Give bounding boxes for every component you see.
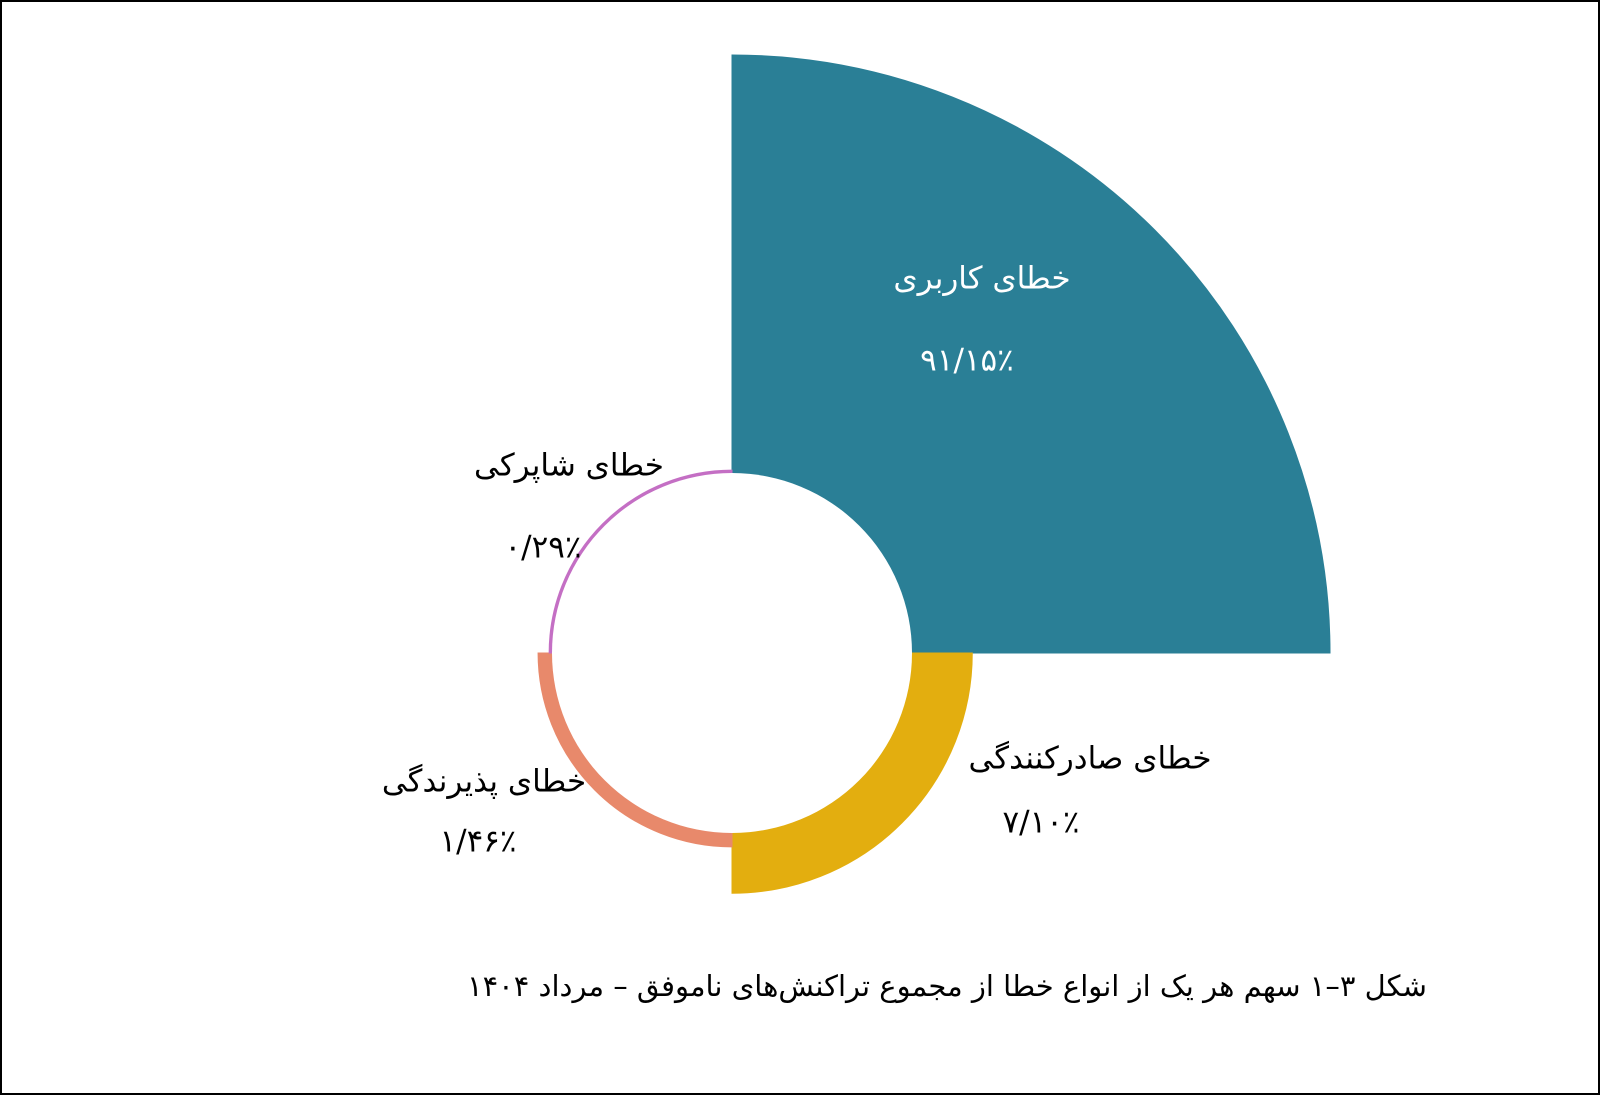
value-label: ۰/۲۹٪	[504, 530, 581, 566]
value-label: ۷/۱۰٪	[1002, 805, 1079, 841]
category-label: خطای صادرکنندگی	[968, 741, 1211, 777]
chart-title: شکل ۳–۱ سهم هر یک از انواع خطا از مجموع …	[467, 969, 1427, 1004]
value-label: ۱/۴۶٪	[439, 824, 516, 860]
category-label: خطای کاربری	[893, 261, 1070, 297]
center-hole	[552, 473, 912, 833]
value-label: ۹۱/۱۵٪	[920, 343, 1014, 379]
category-label: خطای شاپرکی	[474, 448, 664, 484]
plot	[537, 54, 1331, 894]
category-label: خطای پذیرندگی	[382, 764, 586, 800]
